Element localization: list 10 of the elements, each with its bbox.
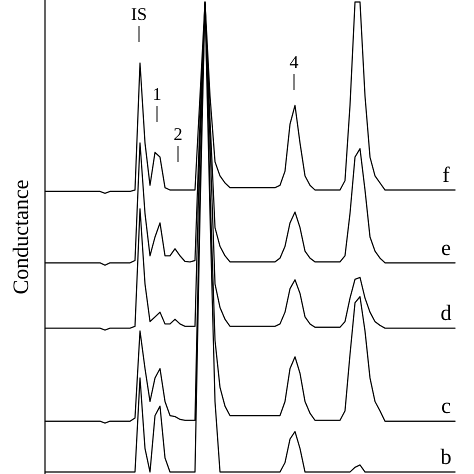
series-label: e (441, 234, 451, 260)
series-label: c (441, 393, 452, 418)
annotation: IS (130, 4, 148, 24)
annotation: 4 (290, 52, 298, 72)
series-label: f (442, 162, 450, 187)
annotation: 1 (152, 84, 162, 104)
annotation: 2 (174, 124, 182, 144)
series-label: d (440, 300, 452, 326)
series-label: b (440, 444, 452, 469)
y-axis-title: Conductance (8, 180, 33, 294)
